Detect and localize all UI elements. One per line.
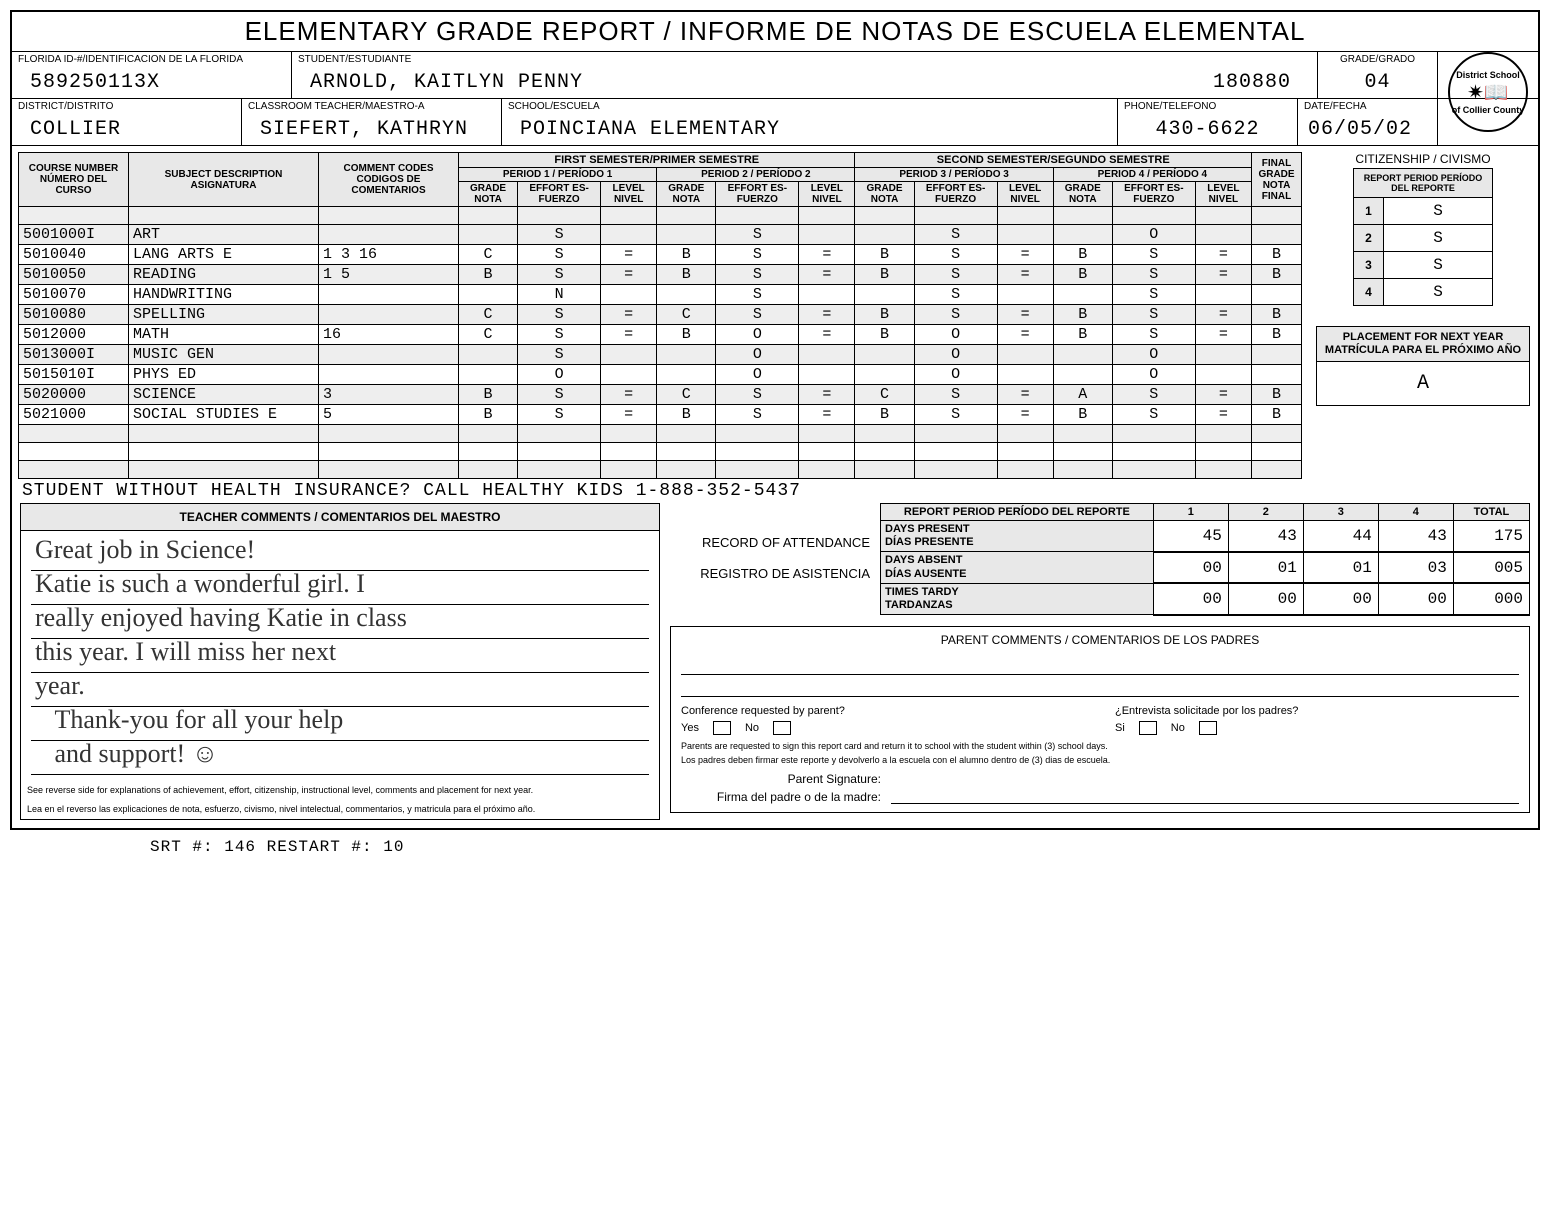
table-row: 2S <box>1354 225 1493 252</box>
district-seal-icon: District School ✷📖 of Collier County <box>1448 52 1528 132</box>
table-row: 5010040LANG ARTS E1 3 16CS=BS=BS=BS=B <box>19 245 1302 265</box>
parent-comments-box: PARENT COMMENTS / COMENTARIOS DE LOS PAD… <box>670 626 1530 814</box>
header-row-1: FLORIDA ID-#/IDENTIFICACION DE LA FLORID… <box>12 51 1538 98</box>
col-final: FINAL GRADE NOTA FINAL <box>1252 153 1302 207</box>
table-row: 5010070HANDWRITINGNSSS <box>19 285 1302 305</box>
table-row: 5015010IPHYS EDOOOO <box>19 365 1302 385</box>
table-row: 5020000SCIENCE3BS=CS=CS=AS=B <box>19 385 1302 405</box>
footer-numbers: SRT #: 146 RESTART #: 10 <box>10 830 1543 856</box>
teacher-comments-box: TEACHER COMMENTS / COMENTARIOS DEL MAEST… <box>20 503 660 820</box>
footnote-es: Lea en el reverso las explicaciones de n… <box>21 800 659 819</box>
header-row-2: DISTRICT/DISTRITO COLLIER CLASSROOM TEAC… <box>12 98 1538 145</box>
attendance-label: RECORD OF ATTENDANCE REGISTRO DE ASISTEN… <box>670 503 870 616</box>
table-row: 5010050READING1 5BS=BS=BS=BS=B <box>19 265 1302 285</box>
district-name: COLLIER <box>18 112 235 143</box>
table-row: 1S <box>1354 198 1493 225</box>
col-subject: SUBJECT DESCRIPTION ASIGNATURA <box>129 153 319 207</box>
health-insurance-message: STUDENT WITHOUT HEALTH INSURANCE? CALL H… <box>12 479 1538 503</box>
date-label: DATE/FECHA <box>1304 101 1431 112</box>
table-row: 5010080SPELLINGCS=CS=BS=BS=B <box>19 305 1302 325</box>
parent-comments-header: PARENT COMMENTS / COMENTARIOS DE LOS PAD… <box>681 631 1519 653</box>
florida-id-label: FLORIDA ID-#/IDENTIFICACION DE LA FLORID… <box>18 54 285 65</box>
table-row: DAYS ABSENTDÍAS AUSENTE00010103005 <box>881 552 1530 583</box>
table-row: 5021000SOCIAL STUDIES E5BS=BS=BS=BS=B <box>19 405 1302 425</box>
citizenship-table: REPORT PERIOD PERÍODO DEL REPORTE 1S2S3S… <box>1353 168 1493 306</box>
school-label: SCHOOL/ESCUELA <box>508 101 1111 112</box>
table-row: DAYS PRESENTDÍAS PRESENTE45434443175 <box>881 521 1530 552</box>
checkbox-yes-en[interactable] <box>713 721 731 735</box>
teacher-name: SIEFERT, KATHRYN <box>248 112 495 143</box>
placement-value: A <box>1317 362 1529 405</box>
checkbox-si-es[interactable] <box>1139 721 1157 735</box>
attendance-table: REPORT PERIOD PERÍODO DEL REPORTE 1 2 3 … <box>880 503 1530 616</box>
school-name: POINCIANA ELEMENTARY <box>508 112 1111 143</box>
footnote-en: See reverse side for explanations of ach… <box>21 781 659 800</box>
col-sem1: FIRST SEMESTER/PRIMER SEMESTRE <box>459 153 855 168</box>
teacher-comments-text: Great job in Science!Katie is such a won… <box>21 531 659 773</box>
report-title: ELEMENTARY GRADE REPORT / INFORME DE NOT… <box>12 12 1538 51</box>
student-label: STUDENT/ESTUDIANTE <box>298 54 1311 65</box>
table-row <box>19 425 1302 443</box>
grades-table: COURSE NUMBER NÚMERO DEL CURSO SUBJECT D… <box>18 152 1302 479</box>
teacher-label: CLASSROOM TEACHER/MAESTRO-A <box>248 101 495 112</box>
grade-level: 04 <box>1324 65 1431 96</box>
checkbox-no-en[interactable] <box>773 721 791 735</box>
table-row <box>19 443 1302 461</box>
table-row: 4S <box>1354 279 1493 306</box>
teacher-comments-header: TEACHER COMMENTS / COMENTARIOS DEL MAEST… <box>21 504 659 531</box>
col-p2: PERIOD 2 / PERÍODO 2 <box>657 168 855 182</box>
table-row: 5001000IARTSSSO <box>19 225 1302 245</box>
table-row <box>19 207 1302 225</box>
florida-id: 589250113X <box>18 65 285 96</box>
placement-box: PLACEMENT FOR NEXT YEAR MATRÍCULA PARA E… <box>1316 326 1530 406</box>
col-course-number: COURSE NUMBER NÚMERO DEL CURSO <box>19 153 129 207</box>
phone-label: PHONE/TELEFONO <box>1124 101 1291 112</box>
student-name: ARNOLD, KAITLYN PENNY <box>298 65 583 96</box>
col-comment-codes: COMMENT CODES CODIGOS DE COMENTARIOS <box>319 153 459 207</box>
col-sem2: SECOND SEMESTER/SEGUNDO SEMESTRE <box>855 153 1252 168</box>
report-date: 06/05/02 <box>1304 112 1431 143</box>
torch-icon: ✷📖 <box>1467 80 1509 105</box>
table-row: 3S <box>1354 252 1493 279</box>
district-label: DISTRICT/DISTRITO <box>18 101 235 112</box>
col-p1: PERIOD 1 / PERÍODO 1 <box>459 168 657 182</box>
citizenship-title: CITIZENSHIP / CIVISMO <box>1316 152 1530 168</box>
table-row: TIMES TARDYTARDANZAS00000000000 <box>881 583 1530 614</box>
col-p4: PERIOD 4 / PERÍODO 4 <box>1053 168 1251 182</box>
table-row: 5012000MATH16CS=BO=BO=BS=B <box>19 325 1302 345</box>
col-p3: PERIOD 3 / PERÍODO 3 <box>855 168 1053 182</box>
table-row <box>19 461 1302 479</box>
grade-label: GRADE/GRADO <box>1324 54 1431 65</box>
phone-number: 430-6622 <box>1124 112 1291 143</box>
grade-report: ELEMENTARY GRADE REPORT / INFORME DE NOT… <box>10 10 1540 830</box>
student-number: 180880 <box>1201 65 1291 96</box>
signature-line[interactable] <box>891 790 1519 804</box>
checkbox-no-es[interactable] <box>1199 721 1217 735</box>
table-row: 5013000IMUSIC GENSOOO <box>19 345 1302 365</box>
